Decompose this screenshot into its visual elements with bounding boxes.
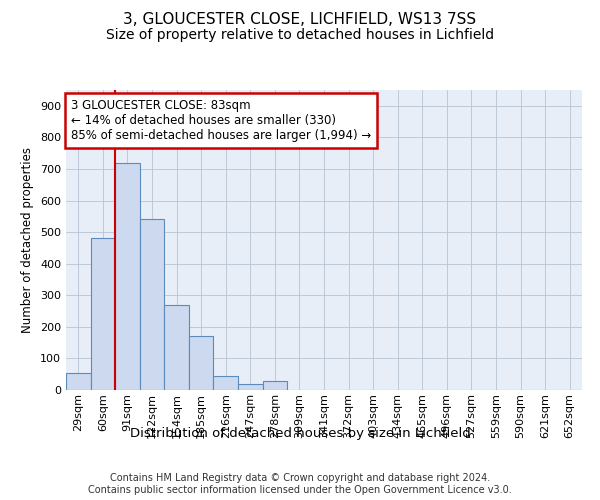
Text: 3, GLOUCESTER CLOSE, LICHFIELD, WS13 7SS: 3, GLOUCESTER CLOSE, LICHFIELD, WS13 7SS	[124, 12, 476, 28]
Text: 3 GLOUCESTER CLOSE: 83sqm
← 14% of detached houses are smaller (330)
85% of semi: 3 GLOUCESTER CLOSE: 83sqm ← 14% of detac…	[71, 99, 371, 142]
Y-axis label: Number of detached properties: Number of detached properties	[22, 147, 34, 333]
Bar	[91, 238, 115, 390]
Bar	[140, 220, 164, 390]
Bar	[263, 380, 287, 390]
Bar	[66, 372, 91, 390]
Text: Size of property relative to detached houses in Lichfield: Size of property relative to detached ho…	[106, 28, 494, 42]
Bar	[189, 336, 214, 390]
Bar	[164, 304, 189, 390]
Text: Distribution of detached houses by size in Lichfield: Distribution of detached houses by size …	[130, 428, 470, 440]
Bar	[115, 162, 140, 390]
Text: Contains HM Land Registry data © Crown copyright and database right 2024.
Contai: Contains HM Land Registry data © Crown c…	[88, 474, 512, 495]
Bar	[238, 384, 263, 390]
Bar	[214, 376, 238, 390]
